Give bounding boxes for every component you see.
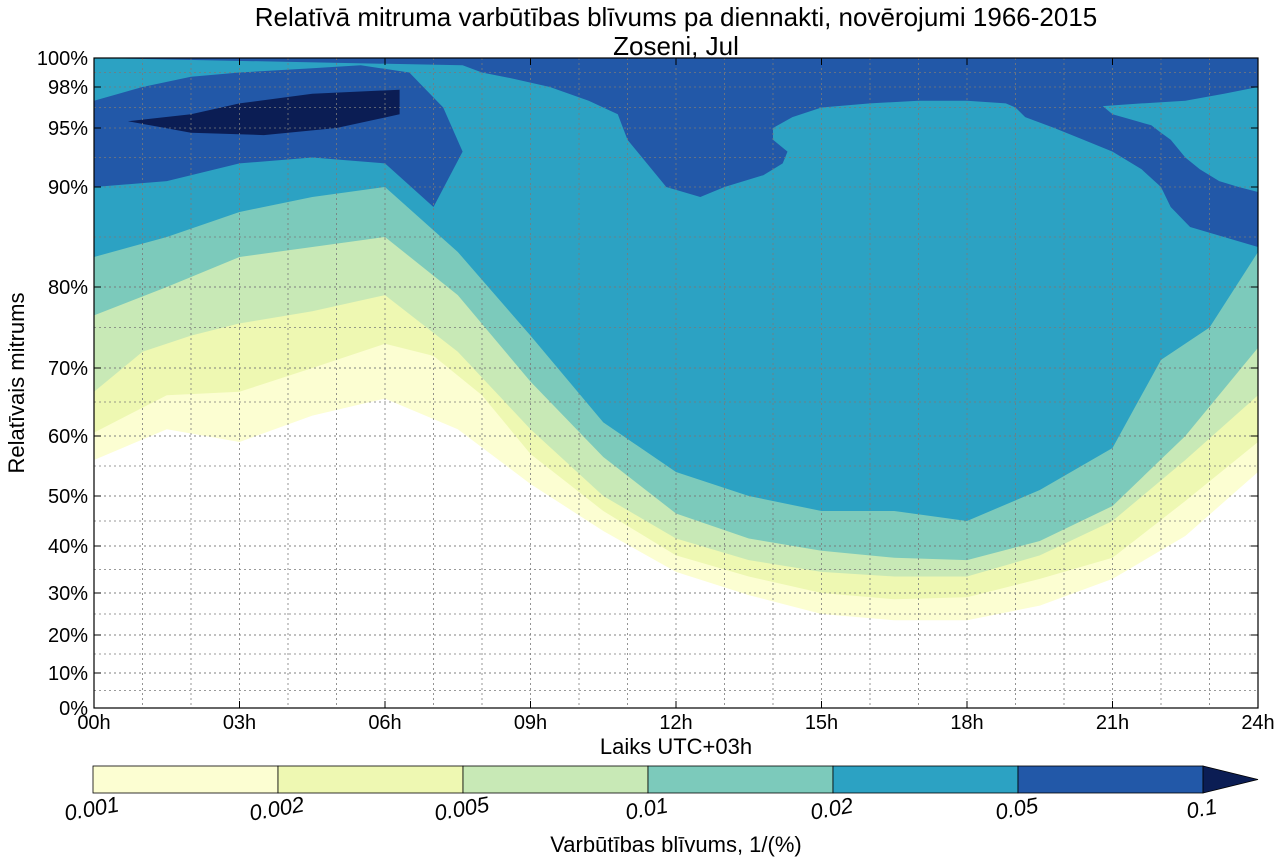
x-tick-label: 24h: [1241, 712, 1274, 734]
x-axis-ticks: 00h 03h 06h 09h 12h 15h 18h 21h 24h: [77, 58, 1275, 734]
chart-subtitle: Zoseni, Jul: [613, 31, 739, 61]
y-tick-label: 98%: [48, 77, 88, 99]
colorbar-segment-3: [647, 765, 834, 794]
y-tick-label: 40%: [48, 536, 88, 558]
x-tick-label: 18h: [950, 712, 983, 734]
x-tick-label: 03h: [223, 712, 256, 734]
y-tick-label: 50%: [48, 486, 88, 508]
x-tick-label: 15h: [805, 712, 838, 734]
y-tick-label: 30%: [48, 583, 88, 605]
y-tick-label: 10%: [48, 663, 88, 685]
colorbar-tick-label: 0.005: [432, 791, 491, 825]
y-axis-label: Relatīvais mitrums: [4, 293, 29, 474]
y-tick-label: 90%: [48, 177, 88, 199]
colorbar-segment-0: [92, 765, 279, 794]
colorbar-tick-label: 0.002: [247, 792, 306, 826]
colorbar-tick-label: 0.02: [808, 793, 855, 825]
x-axis-label: Laiks UTC+03h: [600, 734, 752, 759]
x-tick-label: 00h: [77, 712, 110, 734]
colorbar: 0.001 0.002 0.005 0.01 0.02 0.05 0.1: [62, 765, 1259, 826]
colorbar-tick-label: 0.01: [623, 793, 670, 825]
y-tick-label: 80%: [48, 277, 88, 299]
x-tick-label: 12h: [659, 712, 692, 734]
x-tick-label: 09h: [514, 712, 547, 734]
colorbar-tick-label: 0.1: [1184, 794, 1218, 824]
colorbar-extend-arrow: [1202, 765, 1259, 794]
y-tick-label: 70%: [48, 358, 88, 380]
x-tick-label: 06h: [368, 712, 401, 734]
colorbar-segment-5: [1017, 765, 1204, 794]
y-axis-ticks: 0% 10% 20% 30% 40% 50% 60% 70% 80% 90% 95% 98% 100%: [37, 48, 1258, 720]
colorbar-tick-label: 0.001: [62, 792, 121, 826]
colorbar-tick-label: 0.05: [993, 792, 1040, 824]
colorbar-segment-1: [277, 765, 464, 794]
colorbar-segment-4: [832, 765, 1019, 794]
colorbar-segment-2: [462, 765, 649, 794]
colorbar-label: Varbūtības blīvums, 1/(%): [550, 832, 801, 857]
y-tick-label: 20%: [48, 625, 88, 647]
y-tick-label: 100%: [37, 48, 88, 70]
y-tick-label: 60%: [48, 426, 88, 448]
contour-band-6: [127, 89, 400, 136]
y-tick-label: 95%: [48, 118, 88, 140]
x-tick-label: 21h: [1096, 712, 1129, 734]
chart-title: Relatīvā mitruma varbūtības blīvums pa d…: [255, 2, 1098, 32]
y-tick-label: 0%: [59, 698, 88, 720]
